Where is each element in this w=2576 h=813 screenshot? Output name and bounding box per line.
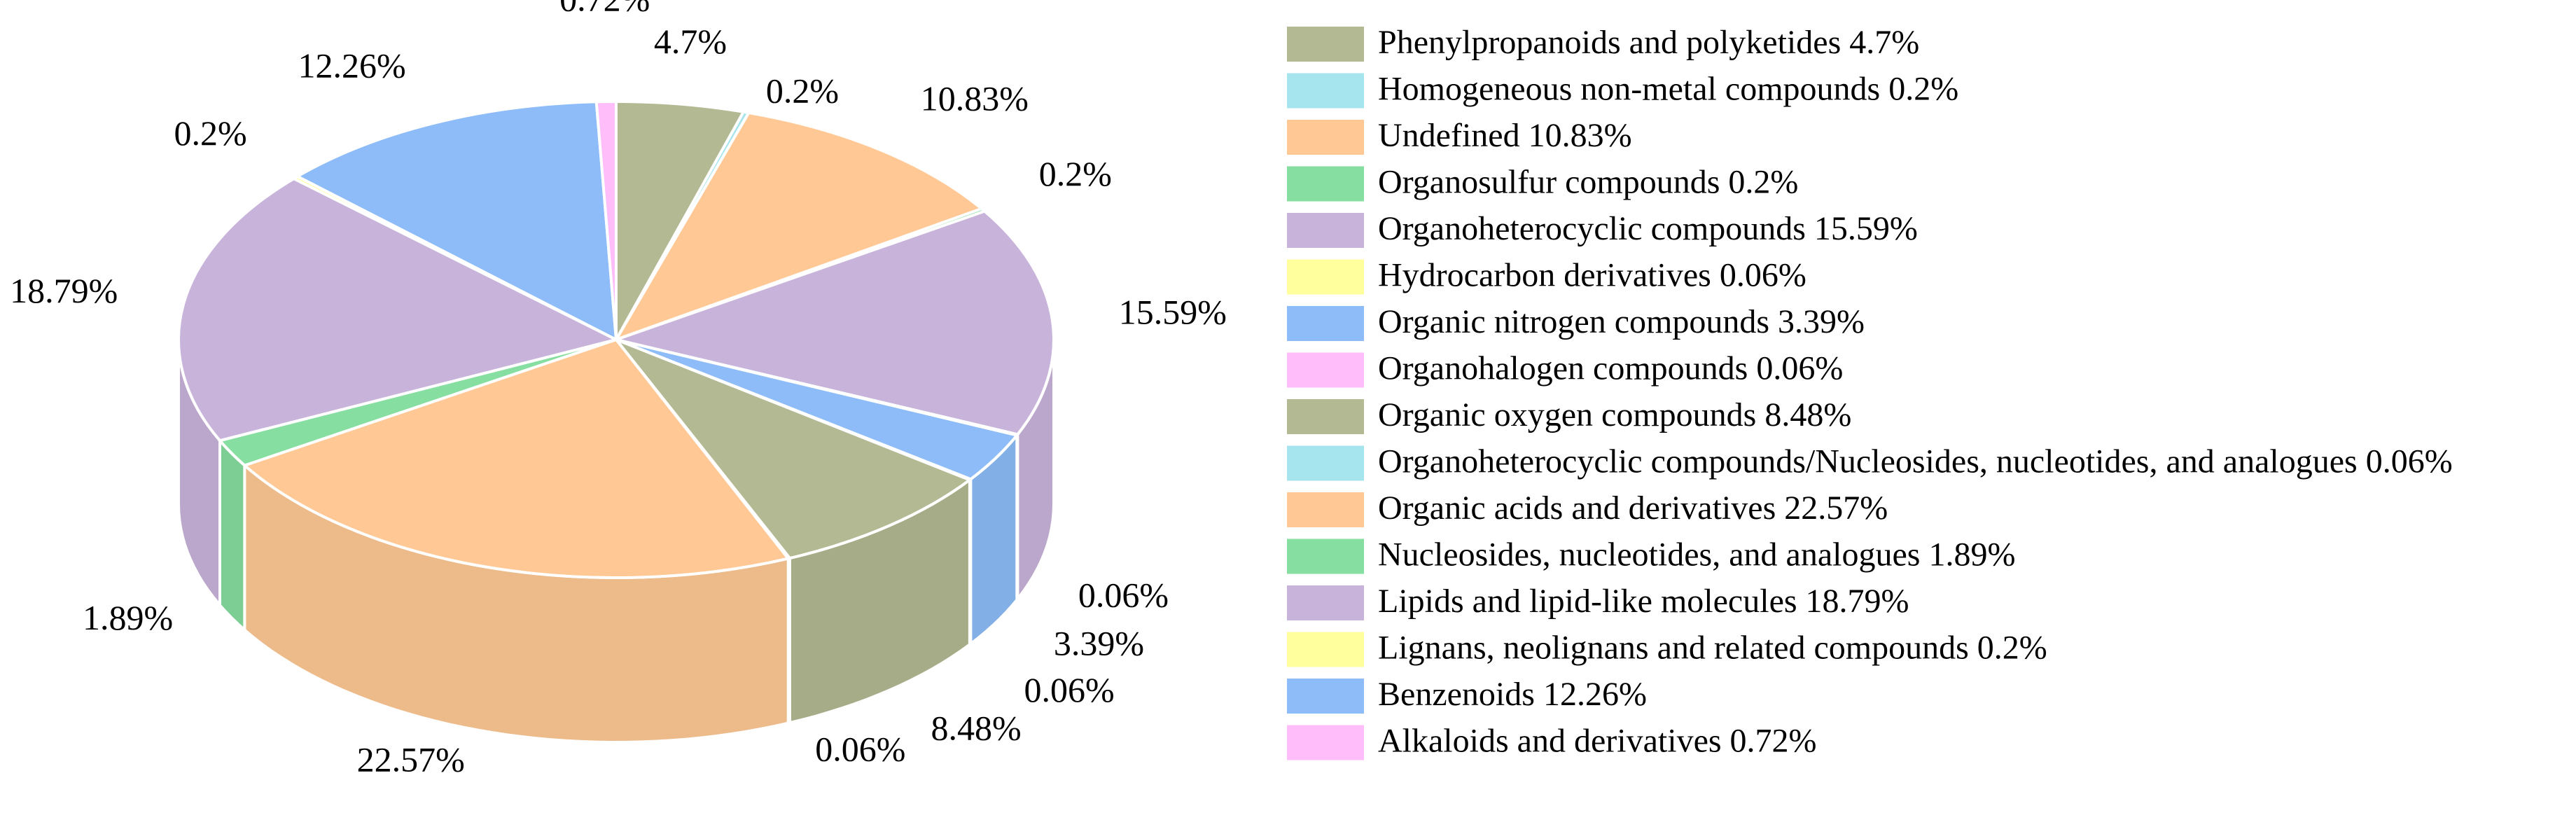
legend-swatch — [1287, 306, 1364, 341]
legend-label: Organohalogen compounds 0.06% — [1378, 350, 1843, 387]
legend-item-homogeneous-non-metal-compounds: Homogeneous non-metal compounds 0.2% — [1287, 71, 1958, 109]
data-label-undefined: 10.83% — [921, 79, 1029, 118]
legend-swatch — [1287, 445, 1364, 481]
legend-item-organic-nitrogen-compounds: Organic nitrogen compounds 3.39% — [1287, 303, 1865, 341]
legend-swatch — [1287, 73, 1364, 109]
legend: Phenylpropanoids and polyketides 4.7% Hom… — [1287, 24, 2453, 760]
legend-label: Organic acids and derivatives 22.57% — [1378, 489, 1888, 527]
data-label-benzenoids: 12.26% — [298, 46, 405, 85]
legend-label: Homogeneous non-metal compounds 0.2% — [1378, 71, 1958, 108]
legend-swatch — [1287, 259, 1364, 295]
legend-item-benzenoids: Benzenoids 12.26% — [1287, 676, 1647, 714]
data-label-organic-nitrogen-compounds: 3.39% — [1054, 623, 1144, 662]
legend-item-nucleosides-nucleotides-and-analogues: Nucleosides, nucleotides, and analogues … — [1287, 536, 2015, 574]
legend-swatch — [1287, 213, 1364, 248]
pie-slice-organoheterocyclic-compounds — [611, 209, 1055, 436]
legend-item-organohalogen-compounds: Organohalogen compounds 0.06% — [1287, 350, 1843, 388]
legend-label: Hydrocarbon derivatives 0.06% — [1378, 257, 1806, 294]
legend-label: Nucleosides, nucleotides, and analogues … — [1378, 536, 2015, 574]
legend-label: Undefined 10.83% — [1378, 117, 1632, 154]
legend-item-organic-oxygen-compounds: Organic oxygen compounds 8.48% — [1287, 396, 1851, 434]
legend-swatch — [1287, 352, 1364, 388]
legend-swatch — [1287, 679, 1364, 714]
pie-slice-lipids-and-lipid-like-molecules — [177, 176, 620, 443]
data-label-organohalogen-compounds: 0.06% — [1024, 670, 1115, 709]
data-labels: 4.7%0.2% 10.83%0.2%15.59%0.06%3.39%0.06%8… — [10, 0, 1227, 779]
legend-item-phenylpropanoids-and-polyketides: Phenylpropanoids and polyketides 4.7% — [1287, 24, 1919, 62]
pie-body — [177, 99, 1055, 744]
pie-slice-undefined — [613, 111, 984, 342]
legend-swatch — [1287, 538, 1364, 574]
data-label-alkaloids-and-derivatives: 0.72% — [559, 0, 650, 19]
legend-item-lipids-and-lipid-like-molecules: Lipids and lipid-like molecules 18.79% — [1287, 583, 1909, 620]
legend-label: Organic oxygen compounds 8.48% — [1378, 396, 1851, 433]
pie-slice-benzenoids — [294, 100, 618, 342]
legend-item-organoheterocyclic-compounds: Organoheterocyclic compounds 15.59% — [1287, 210, 1918, 248]
legend-item-organoheterocyclic-compounds-nucleosides-nucleotides-and-analogues: Organoheterocyclic compounds/Nucleosides… — [1287, 443, 2453, 481]
legend-item-organic-acids-and-derivatives: Organic acids and derivatives 22.57% — [1287, 489, 1888, 527]
legend-swatch — [1287, 27, 1364, 62]
legend-item-organosulfur-compounds: Organosulfur compounds 0.2% — [1287, 164, 1798, 202]
data-label-organosulfur-compounds: 0.2% — [1039, 154, 1112, 193]
legend-swatch — [1287, 166, 1364, 202]
legend-swatch — [1287, 585, 1364, 620]
legend-item-undefined: Undefined 10.83% — [1287, 117, 1632, 155]
legend-label: Lignans, neolignans and related compound… — [1378, 630, 2047, 667]
pie-slice-organic-oxygen-compounds — [611, 336, 973, 560]
legend-item-hydrocarbon-derivatives: Hydrocarbon derivatives 0.06% — [1287, 257, 1806, 295]
legend-item-lignans-neolignans-and-related-compounds: Lignans, neolignans and related compound… — [1287, 630, 2047, 667]
data-label-hydrocarbon-derivatives: 0.06% — [1078, 575, 1169, 614]
data-label-organoheterocyclic-compounds-nucleosides-nucleotides-and-analogues: 0.06% — [815, 730, 905, 769]
data-label-homogeneous-non-metal-compounds: 0.2% — [766, 71, 839, 111]
legend-label: Benzenoids 12.26% — [1378, 676, 1647, 713]
data-label-lipids-and-lipid-like-molecules: 18.79% — [10, 271, 118, 310]
legend-swatch — [1287, 120, 1364, 155]
legend-swatch — [1287, 399, 1364, 434]
legend-label: Organoheterocyclic compounds 15.59% — [1378, 210, 1918, 247]
legend-swatch — [1287, 492, 1364, 527]
pie-side-walls — [177, 339, 1055, 744]
legend-label: Lipids and lipid-like molecules 18.79% — [1378, 583, 1909, 620]
legend-swatch — [1287, 632, 1364, 667]
legend-label: Organic nitrogen compounds 3.39% — [1378, 303, 1865, 340]
legend-label: Organosulfur compounds 0.2% — [1378, 164, 1798, 201]
legend-swatch — [1287, 725, 1364, 760]
legend-label: Alkaloids and derivatives 0.72% — [1378, 723, 1817, 760]
pie-slice-alkaloids-and-derivatives — [594, 99, 618, 340]
pie-slice-organic-acids-and-derivatives — [242, 338, 791, 579]
legend-item-alkaloids-and-derivatives: Alkaloids and derivatives 0.72% — [1287, 723, 1817, 760]
legend-label: Organoheterocyclic compounds/Nucleosides… — [1378, 443, 2453, 480]
data-label-nucleosides-nucleotides-and-analogues: 1.89% — [83, 598, 173, 637]
pie-top — [177, 99, 1055, 579]
legend-label: Phenylpropanoids and polyketides 4.7% — [1378, 24, 1919, 61]
data-label-organic-acids-and-derivatives: 22.57% — [357, 740, 465, 779]
data-label-phenylpropanoids-and-polyketides: 4.7% — [654, 22, 727, 61]
data-label-organic-oxygen-compounds: 8.48% — [931, 708, 1022, 747]
data-label-lignans-neolignans-and-related-compounds: 0.2% — [174, 113, 247, 153]
data-label-organoheterocyclic-compounds: 15.59% — [1119, 292, 1227, 331]
pie-side-nucleosides-nucleotides-and-analogues — [218, 436, 246, 634]
